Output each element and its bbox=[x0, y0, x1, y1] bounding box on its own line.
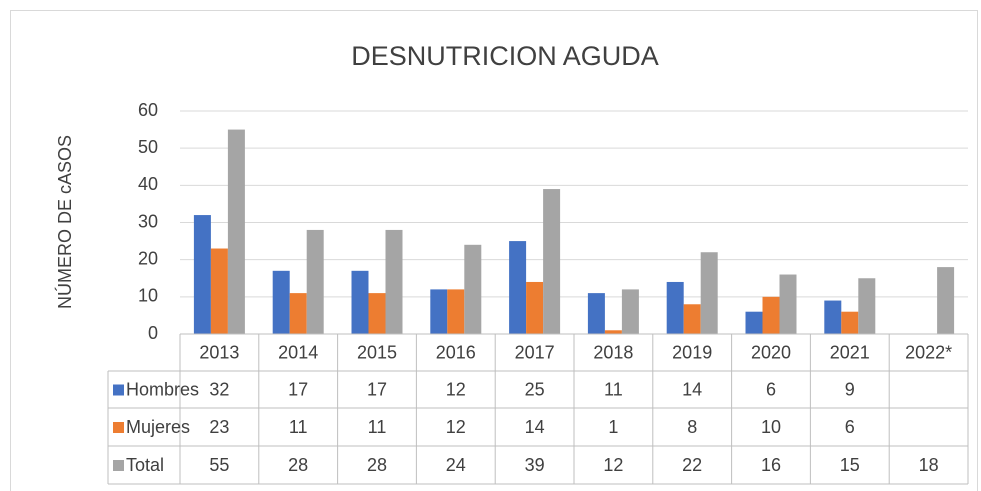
table-value: 11 bbox=[289, 417, 308, 437]
y-tick-label: 0 bbox=[148, 323, 158, 343]
legend-label: Total bbox=[126, 455, 164, 475]
bar bbox=[621, 289, 639, 334]
bar bbox=[700, 252, 718, 334]
bar bbox=[543, 189, 561, 334]
y-tick-label: 60 bbox=[138, 100, 158, 120]
x-tick-label: 2015 bbox=[357, 342, 397, 362]
bar bbox=[779, 274, 797, 334]
table-value: 15 bbox=[840, 455, 860, 475]
x-tick-label: 2019 bbox=[672, 342, 712, 362]
table-value: 10 bbox=[761, 417, 781, 437]
table-value: 24 bbox=[446, 455, 466, 475]
bar bbox=[683, 304, 701, 334]
table-value: 6 bbox=[766, 379, 776, 399]
table-value: 12 bbox=[446, 417, 466, 437]
bar bbox=[745, 311, 763, 334]
bar bbox=[306, 229, 324, 334]
y-tick-label: 40 bbox=[138, 174, 158, 194]
table-value: 12 bbox=[446, 379, 466, 399]
bar bbox=[464, 244, 482, 334]
bar bbox=[762, 296, 780, 334]
bar bbox=[937, 267, 955, 334]
table-value: 32 bbox=[209, 379, 229, 399]
table-value: 28 bbox=[367, 455, 387, 475]
chart-title: DESNUTRICION AGUDA bbox=[351, 41, 659, 71]
table-value: 17 bbox=[288, 379, 308, 399]
bar bbox=[509, 241, 527, 334]
bar bbox=[210, 248, 228, 334]
y-tick-label: 10 bbox=[138, 286, 158, 306]
x-tick-label: 2020 bbox=[751, 342, 791, 362]
table-value: 11 bbox=[368, 417, 387, 437]
legend-key bbox=[113, 422, 124, 433]
table-value: 12 bbox=[603, 455, 623, 475]
bar bbox=[351, 270, 369, 334]
table-value: 18 bbox=[919, 455, 939, 475]
bar bbox=[666, 281, 684, 334]
table-value: 14 bbox=[525, 417, 545, 437]
table-value: 16 bbox=[761, 455, 781, 475]
chart-border bbox=[10, 10, 978, 491]
bar bbox=[289, 293, 307, 334]
table-value: 8 bbox=[687, 417, 697, 437]
legend-key bbox=[113, 384, 124, 396]
bar bbox=[385, 229, 403, 334]
bar bbox=[272, 270, 290, 334]
bar bbox=[526, 281, 544, 334]
bar bbox=[841, 311, 859, 334]
x-tick-label: 2018 bbox=[593, 342, 633, 362]
x-tick-label: 2022* bbox=[905, 342, 952, 362]
x-tick-label: 2014 bbox=[278, 342, 318, 362]
y-axis-label: NÚMERO DE cASOS bbox=[54, 135, 75, 309]
bar bbox=[368, 293, 386, 334]
bar bbox=[824, 300, 842, 334]
table-value: 1 bbox=[608, 417, 618, 437]
table-value: 17 bbox=[367, 379, 387, 399]
x-tick-label: 2021 bbox=[830, 342, 870, 362]
bar bbox=[227, 129, 245, 334]
y-tick-label: 50 bbox=[138, 137, 158, 157]
x-tick-label: 2016 bbox=[436, 342, 476, 362]
x-tick-label: 2013 bbox=[199, 342, 239, 362]
bar bbox=[447, 289, 465, 334]
table-value: 55 bbox=[209, 455, 229, 475]
bar bbox=[858, 278, 876, 334]
y-tick-label: 30 bbox=[138, 211, 158, 231]
y-tick-label: 20 bbox=[138, 248, 158, 268]
legend-key bbox=[113, 460, 124, 471]
table-value: 6 bbox=[845, 417, 855, 437]
table-value: 39 bbox=[525, 455, 545, 475]
x-tick-label: 2017 bbox=[515, 342, 555, 362]
table-value: 23 bbox=[209, 417, 229, 437]
table-value: 25 bbox=[525, 379, 545, 399]
bar bbox=[587, 293, 605, 334]
bar bbox=[430, 289, 448, 334]
table-value: 28 bbox=[288, 455, 308, 475]
table-value: 9 bbox=[845, 379, 855, 399]
table-value: 14 bbox=[682, 379, 702, 399]
table-value: 11 bbox=[604, 379, 623, 399]
legend-label: Hombres bbox=[126, 379, 199, 399]
table-value: 22 bbox=[682, 455, 702, 475]
bar bbox=[193, 215, 211, 334]
legend-label: Mujeres bbox=[126, 417, 190, 437]
bar bbox=[604, 330, 622, 334]
